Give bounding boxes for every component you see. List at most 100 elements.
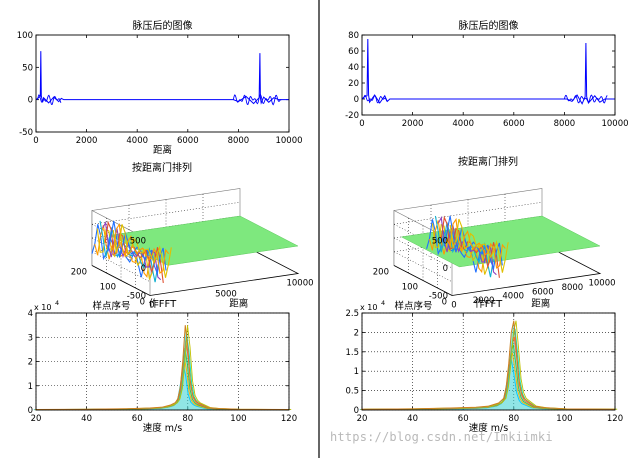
x-tick-label: 2000 [402, 119, 424, 129]
x-axis-label: 速度 m/s [143, 422, 182, 434]
x-tick-label: 80 [182, 414, 193, 424]
y-tick-label: 100 [17, 31, 33, 41]
y-tick-label: 200 [71, 268, 87, 278]
ridge-line [107, 220, 167, 276]
surface-plane [400, 215, 601, 268]
x-tick-label: 2000 [76, 136, 98, 146]
x-tick-label: 2000 [473, 296, 495, 306]
y-tick-label: 200 [373, 268, 389, 278]
ridge-line [434, 215, 494, 278]
y-tick-label: 0 [354, 406, 359, 416]
x-tick-label: 40 [81, 414, 92, 424]
y-tick-label: 60 [348, 47, 359, 57]
plot-area [362, 35, 615, 115]
y-tick-label: 2.5 [345, 309, 359, 319]
clutter-ripple [563, 94, 608, 104]
chart-title: 脉压后的图像 [459, 19, 519, 32]
x-tick-label: 120 [281, 414, 297, 424]
plot-frame [361, 34, 616, 116]
y-tick-label: 1 [28, 382, 33, 392]
grid-line [91, 237, 151, 269]
x-axis-label: 速度 m/s [469, 422, 508, 434]
y-tick-label: 80 [348, 31, 359, 41]
x-tick-label: 60 [132, 414, 143, 424]
x-tick-label: 4000 [502, 292, 524, 302]
grid-line [91, 251, 151, 282]
y-tick-label: 100 [402, 283, 418, 293]
chart-title: 脉压后的图像 [133, 19, 193, 32]
x-tick-label: 20 [357, 414, 368, 424]
grid-line [393, 237, 453, 269]
z-tick-label: 0 [141, 264, 146, 274]
chart-title: 作FFT [475, 298, 503, 310]
x-tick-label: 40 [407, 414, 418, 424]
y-tick-label: 3 [28, 333, 33, 343]
x-tick-label: 5000 [215, 290, 237, 300]
x-tick-label: 10000 [275, 136, 302, 146]
x-tick-label: 6000 [503, 119, 525, 129]
y-tick-label: 0 [140, 298, 145, 308]
y-tick-label: 0 [354, 95, 359, 105]
plot-frame [35, 312, 290, 411]
ridge-line [99, 220, 159, 283]
signal-line [361, 38, 615, 105]
x-tick-label: 10000 [588, 279, 615, 289]
x-tick-label: 100 [230, 414, 246, 424]
x-tick-label: 4000 [452, 119, 474, 129]
chart-title: 按距离门排列 [132, 161, 192, 174]
ridge-line [104, 220, 164, 283]
y-tick-label: 0 [28, 406, 33, 416]
plot-area [36, 35, 289, 132]
x-tick-label: 120 [607, 414, 623, 424]
x-tick-label: 0 [359, 119, 364, 129]
plot-frame [35, 34, 290, 133]
y-tick-label: 50 [22, 63, 33, 73]
spectrum-envelope [35, 325, 290, 411]
exponent-power: 4 [381, 299, 385, 307]
z-tick-label: 500 [432, 237, 448, 247]
chart-title: 按距离门排列 [458, 155, 518, 168]
grid-line [91, 202, 241, 225]
x-tick-label: 8000 [554, 119, 576, 129]
x-tick-label: 10000 [601, 119, 628, 129]
y-tick-label: 40 [348, 63, 359, 73]
x-tick-label: 100 [556, 414, 572, 424]
x-tick-label: 10000 [286, 279, 313, 289]
plot-frame [361, 312, 616, 411]
y-tick-label: 0.5 [345, 387, 359, 397]
exponent-label: x 10 [34, 303, 51, 312]
y-tick-label: -50 [19, 128, 33, 138]
z-tick-label: -500 [127, 292, 146, 302]
x-tick-label: 6000 [532, 287, 554, 297]
x-axis-label: 距离 [153, 144, 172, 156]
y-axis-label: 样点序号 [394, 300, 432, 312]
x-tick-label: 60 [458, 414, 469, 424]
chart-title: 作FFT [149, 298, 177, 310]
y-tick-label: 20 [348, 79, 359, 89]
clutter-ripple [232, 93, 282, 106]
z-tick-label: 500 [130, 237, 146, 247]
y-tick-label: 100 [100, 283, 116, 293]
right-fft-chart: 20 40 60 80 100 120 2.5 2 1.5 1 0.5 0 x 10 4 作FFT 速度 m/… [345, 298, 623, 434]
x-tick-label: 80 [508, 414, 519, 424]
y-tick-label: -20 [345, 111, 359, 121]
x-axis-label: 距离 [229, 297, 248, 309]
ridge-line [449, 218, 509, 273]
x-tick-label: 0 [149, 301, 154, 311]
exponent-label: x 10 [360, 303, 377, 312]
grid-line [393, 229, 543, 252]
plot-area [362, 313, 615, 410]
x-tick-label: 4000 [126, 136, 148, 146]
z-tick-label: -500 [429, 292, 448, 302]
x-tick-label: 8000 [562, 283, 584, 293]
y-tick-label: 2 [354, 328, 359, 338]
y-axis-label: 样点序号 [92, 300, 130, 312]
y-tick-label: 0 [442, 298, 447, 308]
clutter-ripple [37, 94, 62, 105]
y-tick-label: 2 [28, 358, 33, 368]
